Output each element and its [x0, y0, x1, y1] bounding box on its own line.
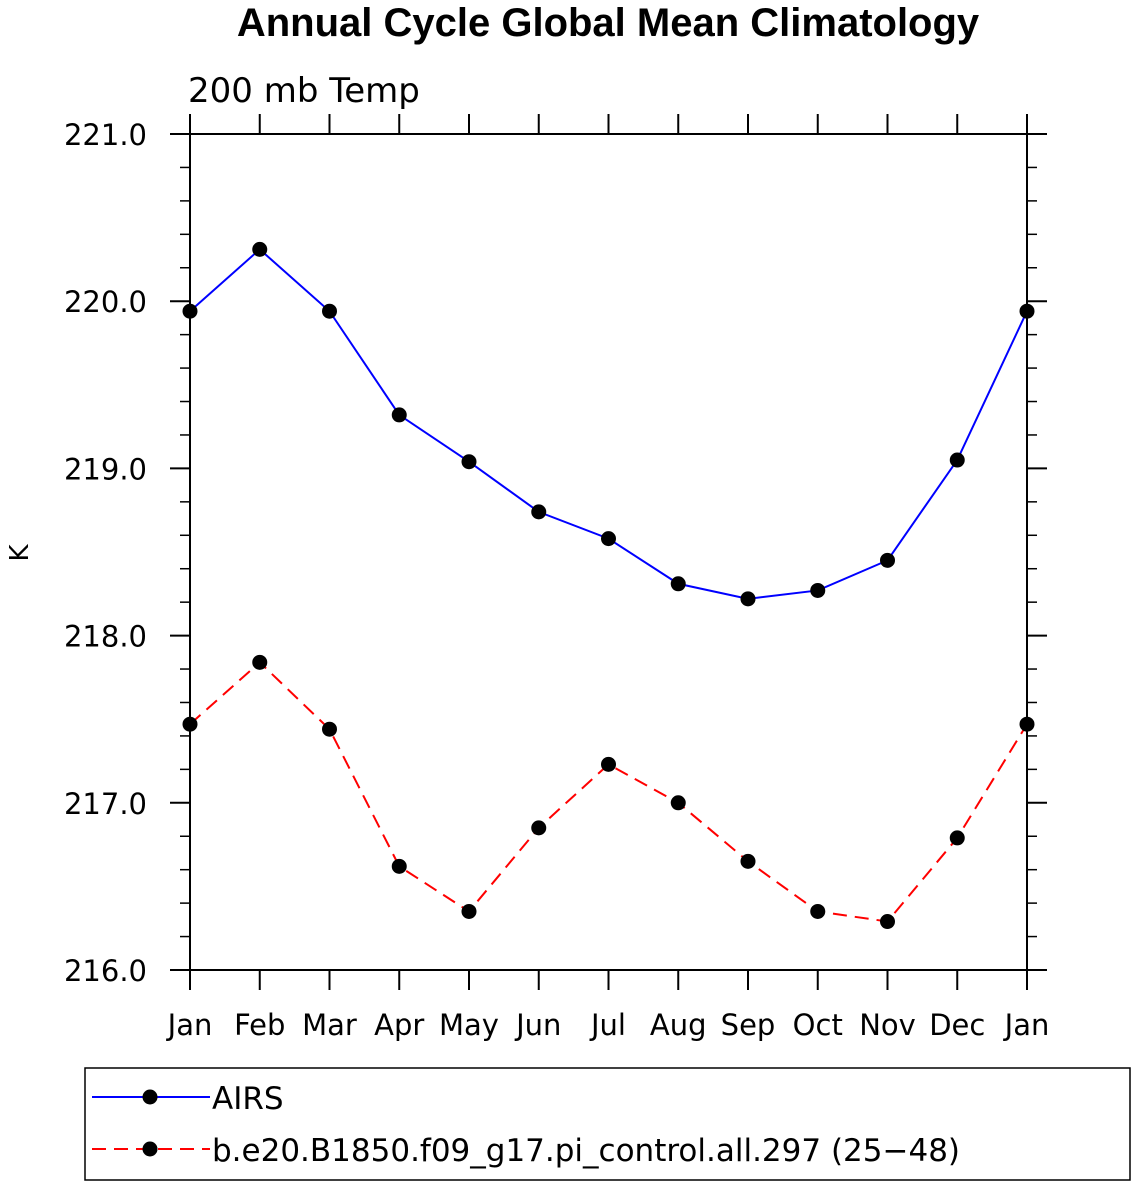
data-point [182, 716, 198, 732]
legend-label: b.e20.B1850.f09_g17.pi_control.all.297 (… [212, 1133, 960, 1169]
x-tick-label: Jun [514, 1008, 561, 1042]
data-point [880, 914, 895, 930]
y-tick-label: 219.0 [64, 452, 147, 486]
legend-box [84, 1067, 1131, 1181]
data-point [670, 576, 686, 592]
data-point [601, 531, 616, 547]
x-tick-label: Apr [374, 1008, 424, 1042]
data-point [810, 903, 826, 919]
y-tick-label: 220.0 [64, 285, 147, 319]
x-tick-label: Nov [859, 1008, 916, 1042]
data-point [670, 795, 686, 811]
series-line-1 [189, 248, 1028, 600]
x-tick-label: Oct [793, 1008, 843, 1042]
data-point [531, 504, 547, 520]
y-tick-label: 217.0 [64, 787, 147, 821]
y-tick-label: 216.0 [64, 954, 147, 988]
series-line-2 [189, 660, 1028, 923]
data-point [461, 903, 477, 919]
x-tick-label: Jul [589, 1008, 626, 1042]
data-point [252, 654, 268, 670]
x-tick-label: Jan [166, 1008, 213, 1042]
data-point [949, 830, 965, 846]
data-point [740, 853, 756, 869]
x-tick-label: Dec [929, 1008, 985, 1042]
data-point [461, 454, 477, 470]
x-tick-label: May [439, 1008, 499, 1042]
x-tick-label: Mar [302, 1008, 357, 1042]
data-point [322, 303, 337, 319]
data-point [252, 241, 268, 257]
data-point [391, 858, 407, 874]
data-point [740, 591, 756, 607]
x-tick-label: Feb [234, 1008, 285, 1042]
data-point [391, 407, 407, 423]
data-point [810, 582, 826, 598]
legend-label: AIRS [212, 1081, 284, 1117]
data-point [531, 820, 547, 836]
x-tick-label: Jan [1003, 1008, 1050, 1042]
data-point [182, 303, 198, 319]
y-tick-label: 221.0 [64, 118, 147, 152]
x-tick-label: Aug [650, 1008, 707, 1042]
chart-subtitle: 200 mb Temp [188, 71, 420, 111]
legend-marker [142, 1141, 158, 1157]
y-axis-label: K [5, 544, 35, 562]
data-point [1019, 716, 1035, 732]
data-point [322, 721, 337, 737]
data-point [880, 552, 895, 568]
legend-marker [142, 1089, 158, 1105]
x-tick-label: Sep [721, 1008, 776, 1042]
data-point [601, 756, 616, 772]
y-tick-label: 218.0 [64, 620, 147, 654]
data-point [1019, 303, 1035, 319]
data-point [949, 452, 965, 468]
chart-title: Annual Cycle Global Mean Climatology [237, 1, 980, 45]
plot-frame [189, 133, 1028, 971]
